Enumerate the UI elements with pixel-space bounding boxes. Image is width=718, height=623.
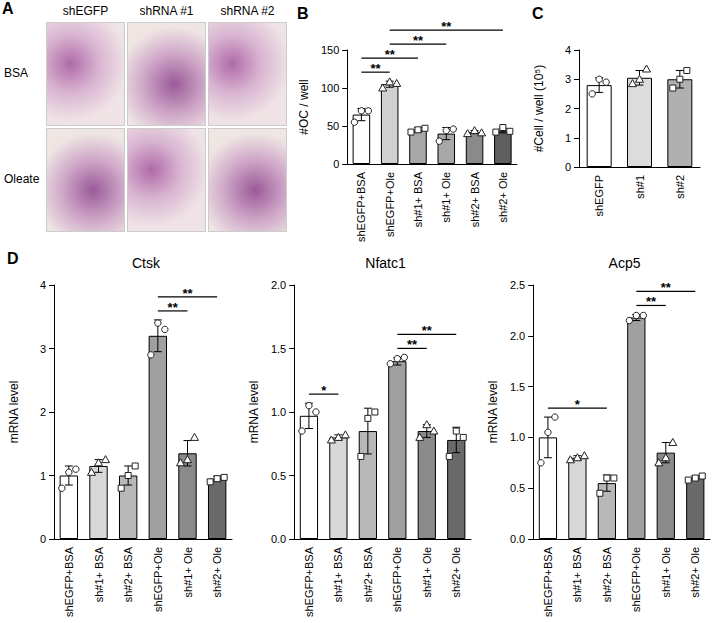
svg-text:**: ** bbox=[407, 337, 418, 352]
svg-text:mRNA level: mRNA level bbox=[247, 381, 261, 444]
svg-text:0: 0 bbox=[40, 533, 46, 545]
svg-text:D: D bbox=[7, 250, 19, 267]
html-text:shRNA #1: shRNA #1 bbox=[139, 4, 194, 18]
svg-text:sh#2: sh#2 bbox=[674, 175, 686, 199]
svg-text:shEGFP+BSA: shEGFP+BSA bbox=[355, 171, 367, 242]
svg-text:**: ** bbox=[422, 323, 433, 338]
svg-text:3: 3 bbox=[40, 343, 46, 355]
svg-text:Nfatc1: Nfatc1 bbox=[365, 255, 406, 271]
svg-text:2: 2 bbox=[40, 406, 46, 418]
svg-text:shEGFP+BSA: shEGFP+BSA bbox=[303, 546, 315, 617]
svg-text:sh#1+ BSA: sh#1+ BSA bbox=[412, 171, 424, 227]
svg-text:100: 100 bbox=[321, 82, 339, 94]
svg-text:B: B bbox=[297, 5, 309, 22]
svg-text:sh#1+ Ole: sh#1+ Ole bbox=[440, 172, 452, 222]
svg-text:sh#2+ Ole: sh#2+ Ole bbox=[450, 547, 462, 597]
svg-text:sh#2+ BSA: sh#2+ BSA bbox=[469, 171, 481, 227]
svg-text:0.5: 0.5 bbox=[271, 470, 286, 482]
svg-text:sh#1: sh#1 bbox=[634, 175, 646, 199]
svg-text:sh#2+ Ole: sh#2+ Ole bbox=[689, 547, 701, 597]
svg-text:sh#2+ BSA: sh#2+ BSA bbox=[122, 546, 134, 602]
svg-text:1.5: 1.5 bbox=[271, 343, 286, 355]
svg-text:1.0: 1.0 bbox=[510, 431, 525, 443]
html-text:A: A bbox=[2, 0, 14, 17]
svg-text:**: ** bbox=[413, 33, 424, 48]
svg-text:0.0: 0.0 bbox=[510, 533, 525, 545]
svg-text:1: 1 bbox=[565, 132, 571, 144]
svg-text:**: ** bbox=[661, 280, 672, 295]
svg-text:0: 0 bbox=[565, 161, 571, 173]
svg-text:sh#1+ BSA: sh#1+ BSA bbox=[332, 546, 344, 602]
svg-text:shEGFP+BSA: shEGFP+BSA bbox=[63, 546, 75, 617]
html-text:BSA: BSA bbox=[4, 66, 28, 80]
svg-text:1.0: 1.0 bbox=[271, 406, 286, 418]
svg-text:4: 4 bbox=[565, 44, 571, 56]
svg-text:mRNA level: mRNA level bbox=[486, 381, 500, 444]
svg-text:#OC / well: #OC / well bbox=[297, 79, 311, 134]
svg-text:**: ** bbox=[441, 19, 452, 34]
html-text:shEGFP: shEGFP bbox=[62, 4, 109, 18]
svg-text:shEGFP+Ole: shEGFP+Ole bbox=[384, 172, 396, 237]
svg-text:Ctsk: Ctsk bbox=[132, 255, 161, 271]
svg-text:sh#1+ BSA: sh#1+ BSA bbox=[93, 546, 105, 602]
svg-text:sh#1+ Ole: sh#1+ Ole bbox=[182, 547, 194, 597]
svg-text:shEGFP+Ole: shEGFP+Ole bbox=[391, 547, 403, 612]
svg-text:C: C bbox=[532, 5, 544, 22]
svg-text:shEGFP+Ole: shEGFP+Ole bbox=[152, 547, 164, 612]
svg-text:mRNA level: mRNA level bbox=[7, 381, 21, 444]
svg-text:2.0: 2.0 bbox=[510, 330, 525, 342]
svg-text:**: ** bbox=[182, 286, 193, 301]
svg-text:1.5: 1.5 bbox=[510, 381, 525, 393]
svg-text:sh#1+ Ole: sh#1+ Ole bbox=[660, 547, 672, 597]
svg-text:**: ** bbox=[370, 61, 381, 76]
svg-text:0.0: 0.0 bbox=[271, 533, 286, 545]
svg-text:0: 0 bbox=[333, 158, 339, 170]
svg-text:sh#1+ BSA: sh#1+ BSA bbox=[571, 546, 583, 602]
svg-text:shEGFP+Ole: shEGFP+Ole bbox=[630, 547, 642, 612]
svg-text:#Cell / well (10⁵): #Cell / well (10⁵) bbox=[532, 65, 546, 153]
svg-text:4: 4 bbox=[40, 279, 46, 291]
svg-text:*: * bbox=[575, 397, 581, 412]
svg-text:1: 1 bbox=[40, 470, 46, 482]
svg-text:3: 3 bbox=[565, 73, 571, 85]
svg-text:sh#2+ Ole: sh#2+ Ole bbox=[211, 547, 223, 597]
svg-text:Acp5: Acp5 bbox=[609, 255, 641, 271]
svg-text:**: ** bbox=[385, 47, 396, 62]
svg-text:50: 50 bbox=[327, 120, 339, 132]
html-text:Oleate: Oleate bbox=[4, 172, 40, 186]
svg-text:2: 2 bbox=[565, 103, 571, 115]
svg-text:2.5: 2.5 bbox=[510, 279, 525, 291]
svg-text:sh#2+ BSA: sh#2+ BSA bbox=[601, 546, 613, 602]
svg-text:2.0: 2.0 bbox=[271, 279, 286, 291]
svg-text:**: ** bbox=[168, 300, 179, 315]
svg-text:0.5: 0.5 bbox=[510, 482, 525, 494]
svg-text:shEGFP+BSA: shEGFP+BSA bbox=[542, 546, 554, 617]
svg-text:shEGFP: shEGFP bbox=[593, 175, 605, 217]
svg-text:sh#2+ BSA: sh#2+ BSA bbox=[362, 546, 374, 602]
svg-text:sh#2+ Ole: sh#2+ Ole bbox=[497, 172, 509, 222]
html-text:shRNA #2: shRNA #2 bbox=[220, 4, 275, 18]
svg-text:*: * bbox=[321, 383, 327, 398]
svg-text:sh#1+ Ole: sh#1+ Ole bbox=[421, 547, 433, 597]
svg-text:150: 150 bbox=[321, 44, 339, 56]
svg-text:**: ** bbox=[646, 294, 657, 309]
